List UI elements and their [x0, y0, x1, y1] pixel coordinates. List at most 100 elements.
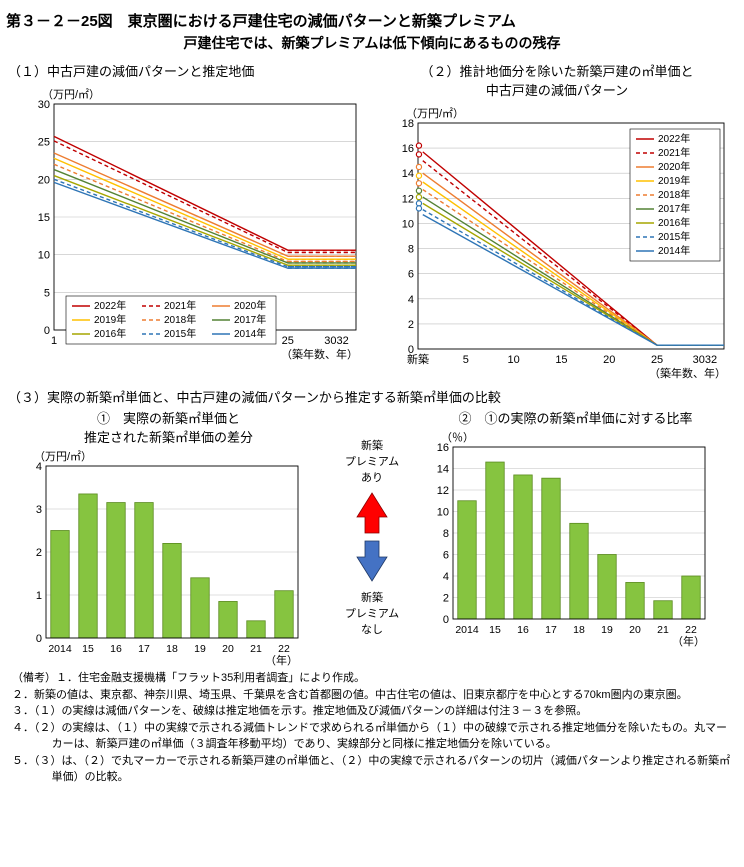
- svg-text:10: 10: [508, 354, 520, 366]
- svg-text:2017年: 2017年: [234, 313, 266, 326]
- svg-text:2022年: 2022年: [94, 299, 126, 312]
- svg-text:25: 25: [651, 354, 663, 366]
- svg-text:2016年: 2016年: [658, 216, 690, 229]
- svg-text:17: 17: [545, 624, 557, 636]
- svg-text:18: 18: [166, 643, 178, 655]
- note-line-4: ４．（２）の実線は、（１）中の実線で示される減価トレンドで求められる㎡単価から（…: [12, 720, 732, 753]
- svg-text:4: 4: [443, 571, 449, 583]
- svg-text:25: 25: [282, 335, 294, 347]
- svg-text:2020年: 2020年: [234, 299, 266, 312]
- premium-label-bottom: 新築 プレミアム なし: [345, 589, 399, 637]
- section-3a-title: ① 実際の新築㎡単価と 推定された新築㎡単価の差分: [6, 408, 331, 446]
- svg-text:16: 16: [110, 643, 122, 655]
- svg-text:2019年: 2019年: [94, 313, 126, 326]
- svg-text:2017年: 2017年: [658, 202, 690, 215]
- svg-text:25: 25: [38, 137, 50, 149]
- svg-text:20: 20: [629, 624, 641, 636]
- svg-text:（万円/㎡）: （万円/㎡）: [406, 107, 464, 120]
- svg-text:3032: 3032: [693, 354, 717, 366]
- svg-text:2022年: 2022年: [658, 132, 690, 145]
- svg-text:2014年: 2014年: [658, 244, 690, 257]
- svg-text:2019年: 2019年: [658, 174, 690, 187]
- svg-text:2: 2: [36, 547, 42, 559]
- svg-text:22: 22: [685, 624, 697, 636]
- svg-text:8: 8: [443, 528, 449, 540]
- svg-text:2015年: 2015年: [658, 230, 690, 243]
- svg-text:2: 2: [443, 593, 449, 605]
- chart-3a: 0123420141516171819202122（万円/㎡）（年）: [6, 446, 331, 666]
- note-line-1: （備考）１．住宅金融支援機構「フラット35利用者調査」により作成。: [12, 670, 732, 687]
- svg-text:（万円/㎡）: （万円/㎡）: [42, 88, 100, 101]
- section-3b-title: ② ①の実際の新築㎡単価に対する比率: [413, 408, 738, 427]
- note-line-5: ５．（３）は、（２）で丸マーカーで示される新築戸建の㎡単価と、（２）中の実線で示…: [12, 753, 732, 786]
- section-1-title: （１）中古戸建の減価パターンと推定地価: [8, 61, 370, 80]
- chart-3b: 024681012141620141516171819202122（％）（年）: [413, 427, 738, 647]
- svg-text:21: 21: [657, 624, 669, 636]
- svg-text:12: 12: [437, 485, 449, 497]
- premium-label-top: 新築 プレミアム あり: [345, 437, 399, 485]
- svg-text:2016年: 2016年: [94, 327, 126, 340]
- svg-text:19: 19: [601, 624, 613, 636]
- svg-text:8: 8: [408, 244, 414, 256]
- svg-text:2020年: 2020年: [658, 160, 690, 173]
- svg-text:20: 20: [38, 174, 50, 186]
- svg-text:14: 14: [402, 168, 414, 180]
- svg-text:10: 10: [402, 218, 414, 230]
- figure-subtitle: 戸建住宅では、新築プレミアムは低下傾向にあるものの残存: [6, 33, 738, 53]
- section-2-title: （２）推計地価分を除いた新築戸建の㎡単価と 中古戸建の減価パターン: [376, 61, 738, 99]
- svg-text:12: 12: [402, 193, 414, 205]
- svg-text:5: 5: [44, 287, 50, 299]
- svg-text:0: 0: [443, 614, 449, 626]
- svg-text:（年）: （年）: [265, 653, 298, 666]
- svg-text:16: 16: [402, 143, 414, 155]
- svg-text:15: 15: [38, 212, 50, 224]
- svg-text:22: 22: [278, 643, 290, 655]
- svg-text:2015年: 2015年: [164, 327, 196, 340]
- figure-notes: （備考）１．住宅金融支援機構「フラット35利用者調査」により作成。２．新築の値は…: [12, 670, 732, 786]
- svg-text:20: 20: [222, 643, 234, 655]
- svg-text:10: 10: [38, 250, 50, 262]
- chart-2: 024681012141618新築5101520253032（万円/㎡）（築年数…: [374, 101, 738, 381]
- svg-text:15: 15: [555, 354, 567, 366]
- svg-text:14: 14: [437, 464, 449, 476]
- svg-text:2014: 2014: [455, 624, 479, 636]
- svg-text:2014: 2014: [48, 643, 72, 655]
- svg-text:新築: 新築: [407, 352, 429, 366]
- svg-text:15: 15: [82, 643, 94, 655]
- svg-text:（年）: （年）: [672, 634, 705, 647]
- svg-text:1: 1: [51, 335, 57, 347]
- svg-text:（％）: （％）: [441, 431, 474, 444]
- svg-text:5: 5: [463, 354, 469, 366]
- svg-text:2: 2: [408, 319, 414, 331]
- svg-text:21: 21: [250, 643, 262, 655]
- svg-text:18: 18: [573, 624, 585, 636]
- svg-text:4: 4: [408, 294, 414, 306]
- premium-arrow-column: 新築 プレミアム あり 新築 プレミアム なし: [335, 408, 409, 666]
- svg-text:2018年: 2018年: [658, 188, 690, 201]
- note-line-2: ２．新築の値は、東京都、神奈川県、埼玉県、千葉県を含む首都圏の値。中古住宅の値は…: [12, 687, 732, 704]
- premium-arrows: [349, 489, 395, 585]
- svg-text:10: 10: [437, 507, 449, 519]
- svg-text:0: 0: [36, 633, 42, 645]
- svg-text:16: 16: [517, 624, 529, 636]
- svg-text:15: 15: [489, 624, 501, 636]
- svg-text:2021年: 2021年: [164, 299, 196, 312]
- svg-text:20: 20: [603, 354, 615, 366]
- svg-text:（築年数、年）: （築年数、年）: [281, 347, 358, 361]
- svg-text:17: 17: [138, 643, 150, 655]
- svg-text:3032: 3032: [324, 335, 348, 347]
- note-line-3: ３．（１）の実線は減価パターンを、破線は推定地価を示す。推定地価及び減価パターン…: [12, 703, 732, 720]
- svg-text:6: 6: [408, 269, 414, 281]
- svg-text:2014年: 2014年: [234, 327, 266, 340]
- svg-text:0: 0: [44, 325, 50, 337]
- svg-text:2018年: 2018年: [164, 313, 196, 326]
- section-3-title: （３）実際の新築㎡単価と、中古戸建の減価パターンから推定する新築㎡単価の比較: [8, 387, 738, 406]
- svg-text:3: 3: [36, 504, 42, 516]
- svg-text:19: 19: [194, 643, 206, 655]
- svg-text:6: 6: [443, 550, 449, 562]
- chart-1: 05101520253015101520253032（万円/㎡）（築年数、年）2…: [6, 82, 370, 362]
- svg-text:（築年数、年）: （築年数、年）: [649, 366, 726, 380]
- svg-text:1: 1: [36, 590, 42, 602]
- svg-text:（万円/㎡）: （万円/㎡）: [34, 450, 92, 463]
- figure-main-title: 第３－２－25図 東京圏における戸建住宅の減価パターンと新築プレミアム: [6, 10, 738, 31]
